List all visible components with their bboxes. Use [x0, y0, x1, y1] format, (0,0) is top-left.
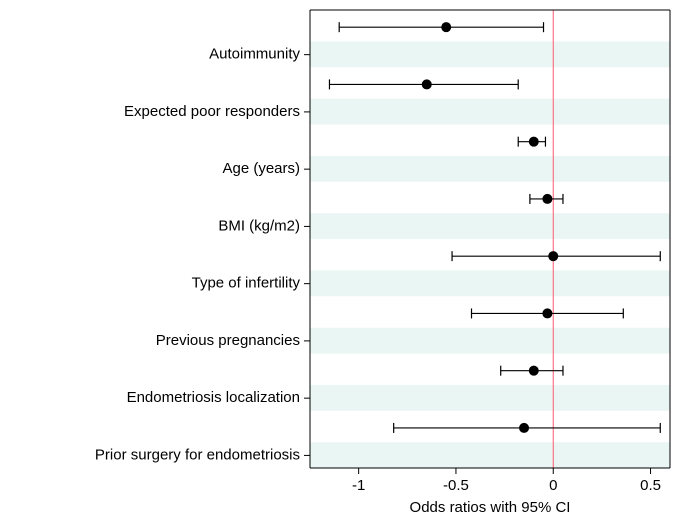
- point-estimate: [529, 137, 539, 147]
- row-label: BMI (kg/m2): [218, 217, 300, 234]
- row-band: [310, 442, 670, 468]
- forest-plot: Autoimmunity Expected poor responders Age …: [0, 0, 687, 520]
- row-label: Autoimmunity: [209, 46, 300, 63]
- row-band: [310, 99, 670, 125]
- point-estimate: [542, 308, 552, 318]
- point-estimate: [422, 79, 432, 89]
- x-axis-title: Odds ratios with 95% CI: [410, 499, 571, 516]
- x-tick-label: -1: [352, 477, 365, 494]
- point-estimate: [542, 194, 552, 204]
- row-band: [310, 385, 670, 411]
- point-estimate: [548, 251, 558, 261]
- row-band: [310, 213, 670, 239]
- row-band: [310, 270, 670, 296]
- row-band: [310, 156, 670, 182]
- x-tick-label: 0.5: [640, 477, 661, 494]
- row-band: [310, 328, 670, 354]
- row-label: Type of infertility: [192, 275, 301, 292]
- row-label: Prior surgery for endometriosis: [95, 446, 300, 463]
- row-label: Expected poor responders: [124, 103, 300, 120]
- x-tick-label: 0: [549, 477, 557, 494]
- x-tick-label: -0.5: [443, 477, 469, 494]
- row-label: Endometriosis localization: [127, 389, 300, 406]
- row-band: [310, 41, 670, 67]
- point-estimate: [529, 366, 539, 376]
- point-estimate: [519, 423, 529, 433]
- row-label: Previous pregnancies: [156, 332, 300, 349]
- point-estimate: [441, 22, 451, 32]
- row-label: Age (years): [222, 160, 300, 177]
